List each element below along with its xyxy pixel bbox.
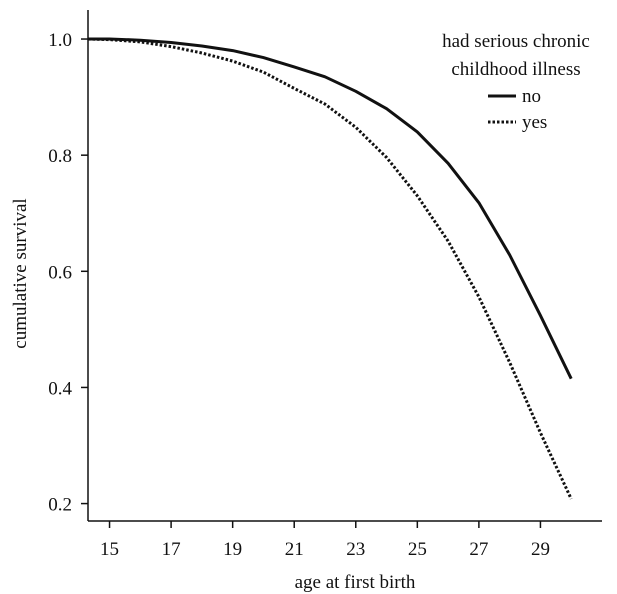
x-tick-label-27: 27 bbox=[469, 539, 488, 560]
y-tick-label-0.8: 0.8 bbox=[48, 146, 72, 167]
legend-label-yes: yes bbox=[522, 112, 547, 133]
x-tick-label-19: 19 bbox=[223, 539, 242, 560]
x-tick-label-29: 29 bbox=[531, 539, 550, 560]
x-axis-label: age at first birth bbox=[295, 572, 416, 593]
series-line-no bbox=[88, 37, 573, 380]
y-tick-label-1.0: 1.0 bbox=[48, 30, 72, 51]
x-tick-label-15: 15 bbox=[100, 539, 119, 560]
y-ticks: 0.2 0.4 0.6 0.8 1.0 bbox=[48, 30, 88, 516]
legend-title-line-2: childhood illness bbox=[451, 59, 580, 80]
x-tick-label-25: 25 bbox=[408, 539, 427, 560]
x-tick-label-23: 23 bbox=[346, 539, 365, 560]
series-layer bbox=[87, 37, 573, 500]
x-ticks: 15 17 19 21 23 25 27 29 bbox=[100, 521, 550, 560]
y-tick-label-0.6: 0.6 bbox=[48, 262, 72, 283]
legend-title-line-1: had serious chronic bbox=[442, 31, 590, 52]
y-tick-label-0.4: 0.4 bbox=[48, 378, 72, 399]
series-line-yes bbox=[87, 37, 573, 500]
legend-label-no: no bbox=[522, 86, 541, 107]
x-tick-label-17: 17 bbox=[162, 539, 181, 560]
y-tick-label-0.2: 0.2 bbox=[48, 495, 72, 516]
y-axis-label: cumulative survival bbox=[10, 198, 31, 348]
legend: had serious chronic childhood illness no… bbox=[442, 31, 590, 133]
x-tick-label-21: 21 bbox=[285, 539, 304, 560]
